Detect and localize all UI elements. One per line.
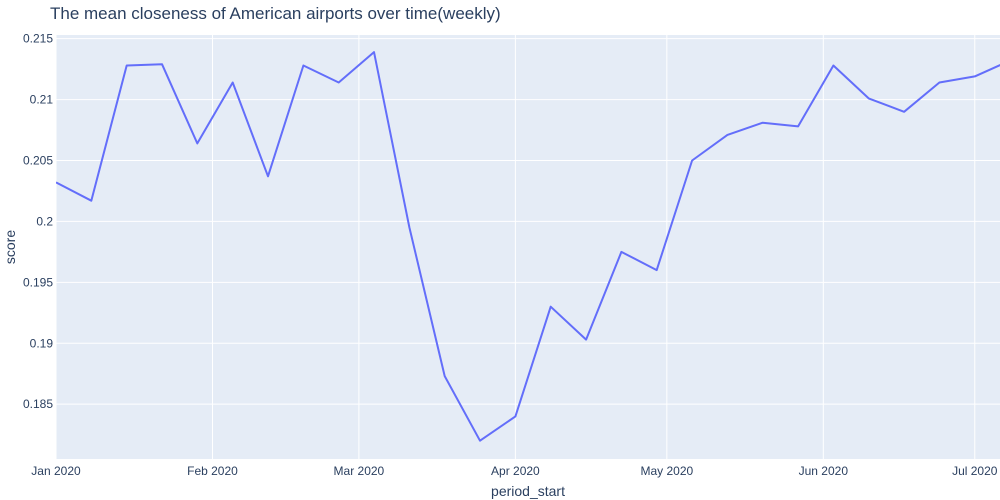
grid: [55, 35, 1000, 459]
y-tick-label: 0.19: [30, 336, 54, 350]
y-axis-ticks: 0.185 0.19 0.195 0.2 0.205 0.21 0.215: [23, 32, 53, 412]
y-tick-label: 0.2: [36, 214, 53, 228]
y-axis-title: score: [2, 230, 18, 264]
x-tick-label: May 2020: [640, 464, 693, 478]
y-tick-label: 0.215: [23, 32, 53, 46]
x-axis-title: period_start: [491, 483, 565, 499]
x-tick-label: Jul 2020: [952, 464, 998, 478]
x-tick-label: Mar 2020: [334, 464, 385, 478]
y-tick-label: 0.185: [23, 397, 53, 411]
x-tick-label: Jun 2020: [799, 464, 849, 478]
x-tick-label: Apr 2020: [491, 464, 540, 478]
x-axis-ticks: Jan 2020 Feb 2020 Mar 2020 Apr 2020 May 2020…: [31, 464, 997, 478]
plot-background: [56, 35, 1000, 459]
chart-title: The mean closeness of American airports …: [50, 4, 501, 23]
series-line: [56, 51, 1000, 442]
y-tick-label: 0.21: [30, 93, 54, 107]
y-tick-label: 0.195: [23, 275, 53, 289]
y-tick-label: 0.205: [23, 153, 53, 167]
x-tick-label: Feb 2020: [187, 464, 238, 478]
x-tick-label: Jan 2020: [31, 464, 81, 478]
